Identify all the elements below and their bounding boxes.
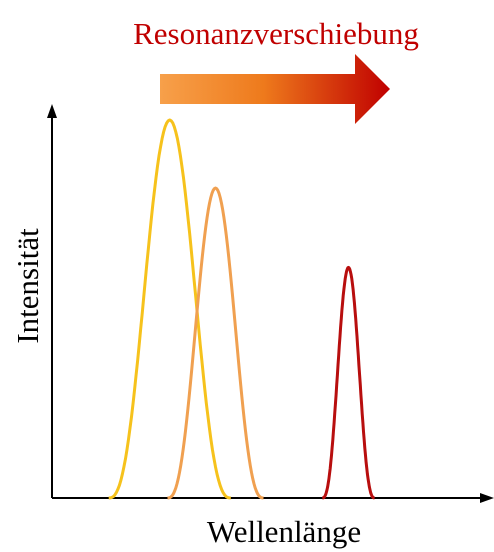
peak-curve-1 — [108, 118, 231, 500]
peak-curve-2 — [167, 186, 264, 500]
diagram-title: Resonanzverschiebung — [133, 16, 419, 51]
y-axis-arrowhead — [47, 104, 57, 118]
peak-curve-4 — [321, 265, 376, 500]
peak-curves — [108, 118, 376, 500]
x-axis-label: Wellenlänge — [207, 514, 361, 549]
shift-arrow — [160, 54, 390, 124]
x-axis-arrowhead — [480, 493, 494, 503]
y-axis-label: Intensität — [10, 228, 45, 344]
